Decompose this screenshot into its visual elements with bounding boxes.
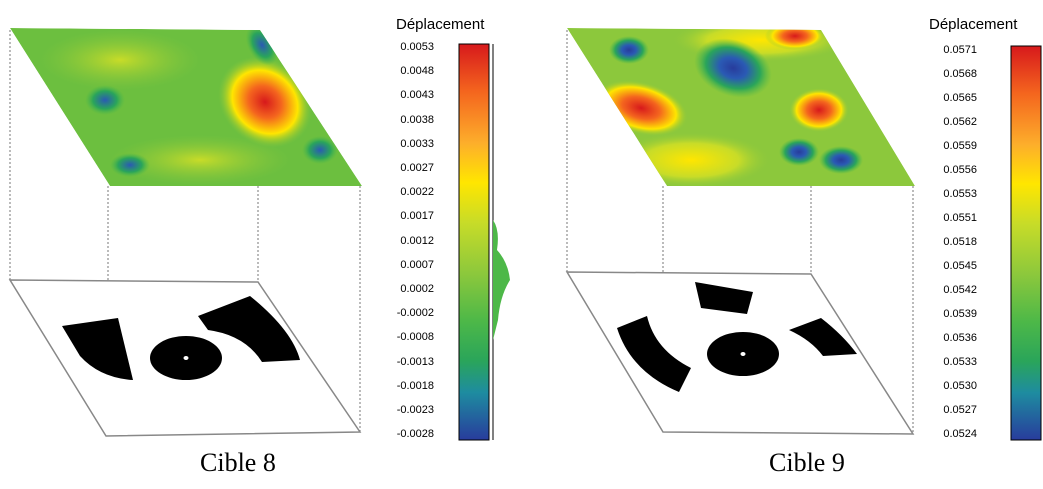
tick-label: 0.0545 [943,260,977,272]
tick-label: 0.0542 [943,284,977,296]
tick-label: -0.0023 [396,404,434,416]
tick-label: 0.0038 [400,114,434,126]
mask-segment-right [789,318,857,356]
tick-label: -0.0008 [396,331,434,343]
tick-label: 0.0571 [943,44,977,56]
panel-cible-8: Déplacement 0.0053 0.0048 0.0043 0.0038 … [0,0,521,489]
tick-label: 0.0565 [943,92,977,104]
mask-segment-left [617,316,691,392]
target-mask [62,296,300,380]
tick-label: 0.0527 [943,404,977,416]
tick-label: 0.0530 [943,380,977,392]
mask-segment-left [62,318,133,380]
displacement-surface [567,28,915,186]
tick-label: 0.0017 [400,210,434,222]
mask-center-hole [740,352,746,356]
caption: Cible 8 [200,448,276,477]
legend-ticks: 0.0571 0.0568 0.0565 0.0562 0.0559 0.055… [921,0,977,489]
tick-label: 0.0562 [943,116,977,128]
panel-cible-9: Déplacement 0.0571 0.0568 0.0565 0.0562 … [521,0,1042,489]
tick-label: 0.0012 [400,235,434,247]
tick-label: 0.0007 [400,259,434,271]
target-mask [617,282,857,392]
tick-label: 0.0043 [400,89,434,101]
tick-label: -0.0013 [396,356,434,368]
histogram [493,44,510,440]
tick-label: -0.0018 [396,380,434,392]
tick-label: 0.0553 [943,188,977,200]
tick-label: 0.0559 [943,140,977,152]
mask-center-hole [183,356,189,360]
tick-label: 0.0518 [943,236,977,248]
tick-label: 0.0048 [400,65,434,77]
tick-label: 0.0551 [943,212,977,224]
tick-label: -0.0002 [396,307,434,319]
tick-label: -0.0028 [396,428,434,440]
tick-label: 0.0539 [943,308,977,320]
colorbar [458,43,490,441]
diagram-cible-9 [565,28,1042,441]
tick-label: 0.0027 [400,162,434,174]
tick-label: 0.0533 [943,356,977,368]
tick-label: 0.0536 [943,332,977,344]
tick-label: 0.0002 [400,283,434,295]
tick-label: 0.0556 [943,164,977,176]
tick-label: 0.0568 [943,68,977,80]
mask-segment-top [695,282,753,314]
caption: Cible 9 [769,448,845,477]
displacement-surface [10,28,362,186]
legend-title: Déplacement [929,16,1018,33]
tick-label: 0.0022 [400,186,434,198]
tick-label: 0.0033 [400,138,434,150]
legend-title: Déplacement [396,16,485,33]
tick-label: 0.0524 [943,428,977,440]
tick-label: 0.0053 [400,41,434,53]
legend-ticks: 0.0053 0.0048 0.0043 0.0038 0.0033 0.002… [380,0,434,489]
diagram-cible-8 [8,28,510,441]
mask-segment-right [198,296,300,362]
colorbar [1010,45,1042,441]
